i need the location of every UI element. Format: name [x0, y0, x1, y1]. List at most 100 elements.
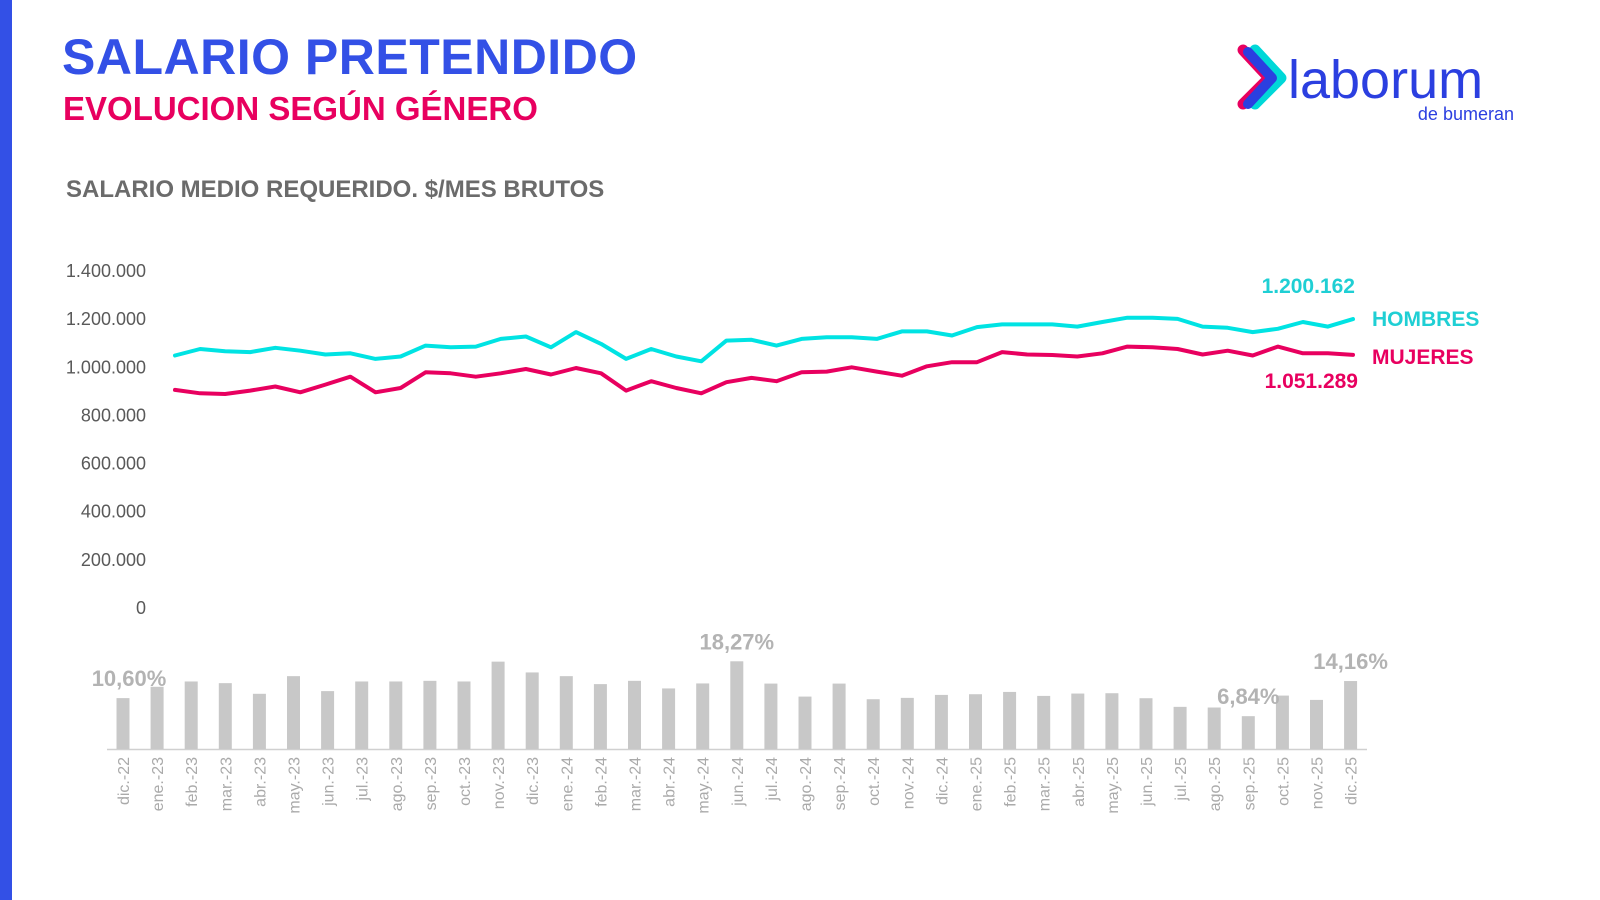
- y-tick-label: 400.000: [81, 502, 146, 522]
- series-line-hombres: [173, 315, 1355, 364]
- x-tick-label: may.-25: [1105, 757, 1122, 814]
- bar: [1037, 695, 1051, 749]
- x-tick-label: jun.-24: [730, 757, 747, 807]
- bar: [1344, 681, 1358, 749]
- bar-data-label: 10,60%: [92, 666, 167, 691]
- bar: [525, 672, 539, 749]
- bar: [593, 684, 607, 749]
- bar: [287, 676, 300, 749]
- x-tick-label: nov.-23: [491, 757, 508, 809]
- x-tick-label: sep.-23: [423, 757, 440, 810]
- y-tick-label: 200.000: [81, 550, 146, 570]
- y-tick-label: 1.000.000: [66, 357, 146, 377]
- bar: [184, 681, 198, 749]
- bar: [1071, 693, 1085, 749]
- x-tick-label: abr.-24: [662, 757, 679, 807]
- x-tick-label: ago.-25: [1207, 757, 1224, 811]
- bar: [150, 686, 164, 749]
- x-tick-label: ago.-23: [389, 757, 406, 811]
- logo-subtext: de bumeran: [1418, 104, 1514, 124]
- x-tick-label: jul.-23: [355, 757, 372, 802]
- x-tick-label: oct.-23: [457, 757, 474, 806]
- left-accent-bar: [0, 0, 12, 900]
- x-tick-label: abr.-25: [1071, 757, 1088, 807]
- x-tick-label: may.-24: [696, 757, 713, 814]
- mujeres-series-label: MUJERES: [1372, 346, 1474, 369]
- bar: [423, 680, 437, 749]
- bar: [730, 661, 744, 749]
- x-tick-label: feb.-24: [593, 757, 610, 807]
- page-subtitle: EVOLUCION SEGÚN GÉNERO: [63, 90, 538, 127]
- bar: [1207, 707, 1221, 749]
- x-tick-label: dic.-24: [934, 757, 951, 805]
- x-tick-label: nov.-25: [1310, 757, 1327, 809]
- bar: [900, 697, 914, 749]
- x-tick-label: ene.-23: [150, 757, 167, 811]
- y-tick-label: 800.000: [81, 405, 146, 425]
- bar: [559, 676, 573, 749]
- bar: [798, 696, 812, 749]
- bar-data-label: 6,84%: [1217, 684, 1279, 709]
- y-tick-label: 600.000: [81, 454, 146, 474]
- bar: [832, 683, 846, 749]
- y-tick-label: 1.400.000: [66, 261, 146, 281]
- x-tick-label: ago.-24: [798, 757, 815, 811]
- y-tick-label: 1.200.000: [66, 309, 146, 329]
- x-tick-label: feb.-23: [184, 757, 201, 807]
- hombres-series-label: HOMBRES: [1372, 308, 1479, 331]
- hombres-end-value-label: 1.200.162: [1262, 275, 1355, 298]
- x-tick-label: jul.-24: [764, 757, 781, 802]
- bar: [116, 698, 130, 749]
- bar: [252, 693, 266, 749]
- bar: [1310, 699, 1323, 749]
- mujeres-end-value-label: 1.051.289: [1265, 370, 1358, 393]
- x-tick-label: jun.-23: [321, 757, 338, 807]
- x-tick-label: mar.-23: [218, 757, 235, 811]
- bar: [969, 694, 982, 749]
- x-tick-label: mar.-24: [628, 757, 645, 811]
- bar: [218, 683, 232, 749]
- bar-data-label: 14,16%: [1313, 649, 1388, 674]
- x-tick-label: abr.-23: [252, 757, 269, 807]
- chart-title: SALARIO MEDIO REQUERIDO. $/MES BRUTOS: [66, 176, 605, 203]
- bar: [934, 694, 948, 749]
- x-tick-label: nov.-24: [900, 757, 917, 809]
- page-title: SALARIO PRETENDIDO: [62, 29, 638, 85]
- bar: [764, 683, 778, 749]
- bar: [321, 691, 335, 749]
- bar: [355, 681, 369, 749]
- x-tick-label: mar.-25: [1037, 757, 1054, 811]
- laborum-logo: laborum de bumeran: [1237, 44, 1514, 124]
- bar: [1241, 716, 1255, 749]
- x-tick-label: may.-23: [287, 757, 304, 814]
- x-tick-label: oct.-24: [866, 757, 883, 806]
- x-tick-label: dic.-25: [1344, 757, 1361, 805]
- x-tick-label: jul.-25: [1173, 757, 1190, 802]
- bar-data-label: 18,27%: [699, 629, 774, 654]
- x-tick-label: dic.-22: [116, 757, 133, 805]
- bar: [662, 688, 676, 749]
- series-line-mujeres: [173, 344, 1355, 396]
- x-tick-label: sep.-24: [832, 757, 849, 810]
- bar: [1003, 691, 1017, 749]
- bar: [491, 661, 505, 749]
- x-tick-label: oct.-25: [1275, 757, 1292, 806]
- y-tick-label: 0: [136, 598, 146, 618]
- bar: [696, 683, 710, 749]
- x-tick-label: sep.-25: [1241, 757, 1258, 810]
- x-tick-label: feb.-25: [1003, 757, 1020, 807]
- bar: [1275, 695, 1289, 749]
- x-tick-label: ene.-24: [559, 757, 576, 811]
- bar: [866, 699, 880, 749]
- x-tick-label: ene.-25: [969, 757, 986, 811]
- bar: [1105, 693, 1119, 749]
- bar: [1139, 698, 1153, 749]
- x-tick-label: jun.-25: [1139, 757, 1156, 807]
- logo-text: laborum: [1288, 50, 1483, 110]
- chevron-logo-icon: [1237, 44, 1287, 110]
- x-tick-label: dic.-23: [525, 757, 542, 805]
- bar: [628, 680, 641, 749]
- bar: [457, 681, 471, 749]
- bar: [389, 681, 403, 749]
